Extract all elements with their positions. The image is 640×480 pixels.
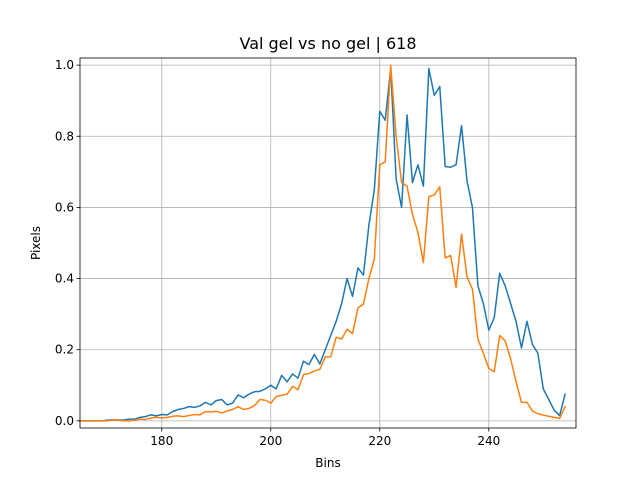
x-axis: 180 200 220 240: [150, 428, 500, 448]
y-tick-label: 0.8: [55, 129, 74, 143]
y-axis-label: Pixels: [29, 226, 43, 260]
series-group: [79, 64, 567, 422]
x-tick-label: 240: [477, 434, 500, 448]
plot-frame: [79, 57, 577, 429]
y-axis: 0.0 0.2 0.4 0.6 0.8 1.0: [55, 58, 80, 428]
y-tick-label: 1.0: [55, 58, 74, 72]
x-tick-label: 220: [368, 434, 391, 448]
series-line-1: [79, 67, 567, 422]
y-tick-label: 0.6: [55, 200, 74, 214]
y-tick-label: 0.0: [55, 414, 74, 428]
series-line-2: [79, 64, 567, 422]
x-axis-label: Bins: [315, 456, 340, 470]
x-tick-label: 180: [150, 434, 173, 448]
y-tick-label: 0.2: [55, 343, 74, 357]
chart-title: Val gel vs no gel | 618: [239, 34, 416, 53]
y-tick-label: 0.4: [55, 272, 74, 286]
x-tick-label: 200: [259, 434, 282, 448]
